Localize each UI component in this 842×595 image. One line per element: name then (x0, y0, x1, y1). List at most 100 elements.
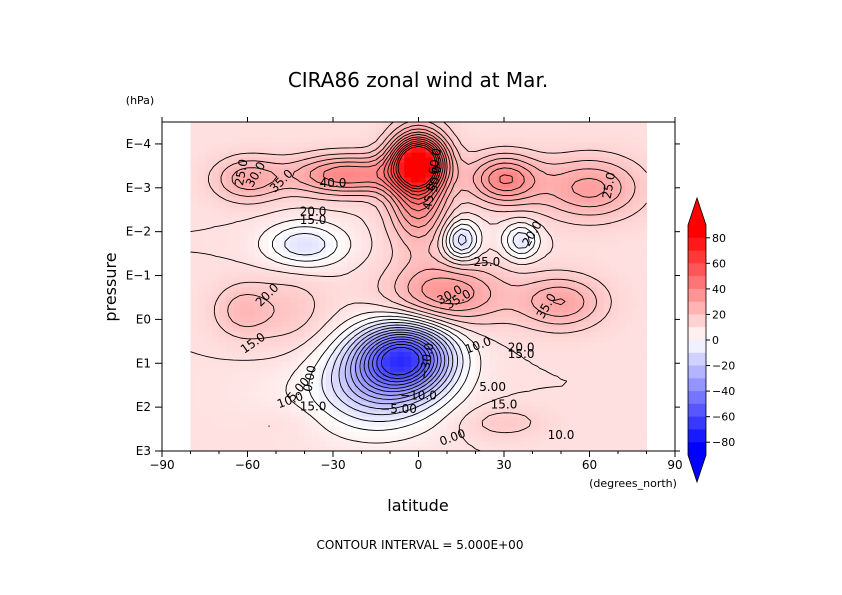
heat-cell (468, 166, 477, 173)
heat-cell (603, 371, 612, 377)
heat-cell (589, 291, 598, 298)
heat-cell (233, 181, 241, 188)
heat-cell (375, 226, 384, 233)
heat-cell (496, 256, 505, 263)
heat-cell (411, 416, 420, 422)
heat-cell (247, 291, 256, 298)
heat-cell (625, 321, 633, 327)
heat-cell (639, 376, 648, 382)
heat-cell (553, 406, 562, 412)
heat-cell (375, 421, 384, 427)
heat-cell (532, 122, 541, 128)
heat-cell (311, 436, 320, 442)
heat-cell (411, 406, 420, 412)
heat-cell (489, 416, 498, 422)
heat-cell (575, 141, 583, 148)
heat-cell (268, 316, 277, 322)
heat-cell (226, 441, 234, 447)
heat-cell (261, 436, 270, 442)
heat-cell (190, 156, 199, 163)
heat-cell (461, 122, 469, 128)
heat-cell (233, 206, 241, 213)
heat-cell (518, 356, 526, 362)
heat-cell (582, 441, 591, 447)
heat-cell (347, 256, 355, 263)
heat-cell (496, 276, 505, 283)
heat-cell (254, 206, 263, 213)
heat-cell (568, 251, 576, 258)
heat-cell (361, 296, 370, 303)
heat-cell (418, 296, 427, 303)
heat-cell (489, 136, 498, 143)
heat-cell (596, 351, 605, 357)
heat-cell (333, 226, 341, 233)
heat-cell (211, 156, 220, 163)
heat-cell (539, 221, 548, 228)
heat-cell (596, 161, 605, 168)
heat-cell (390, 191, 398, 198)
heat-cell (261, 316, 270, 322)
heat-cell (575, 426, 583, 432)
heat-cell (525, 186, 534, 193)
heat-cell (411, 371, 420, 377)
heat-cell (575, 311, 583, 317)
heat-cell (639, 131, 648, 138)
heat-cell (454, 356, 462, 362)
heat-cell (639, 306, 648, 313)
heat-cell (511, 271, 519, 278)
heat-cell (290, 366, 298, 372)
heat-cell (582, 186, 591, 193)
heat-cell (254, 271, 263, 278)
heat-cell (454, 196, 462, 203)
heat-cell (411, 446, 420, 452)
heat-cell (461, 171, 469, 178)
heat-cell (190, 251, 199, 258)
heat-cell (425, 181, 434, 188)
heat-cell (468, 406, 477, 412)
heat-cell (639, 341, 648, 347)
heat-cell (625, 201, 633, 208)
heat-cell (390, 216, 398, 223)
heat-cell (375, 436, 384, 442)
heat-cell (361, 411, 370, 417)
heat-cell (211, 166, 220, 173)
heat-cell (361, 211, 370, 218)
heat-cell (247, 122, 256, 128)
heat-cell (447, 366, 455, 372)
heat-cell (482, 341, 491, 347)
heat-cell (411, 436, 420, 442)
heat-cell (354, 196, 363, 203)
heat-cell (468, 376, 477, 382)
heat-cell (496, 166, 505, 173)
heat-cell (439, 141, 448, 148)
heat-cell (276, 346, 284, 352)
contour-label: −30.0 (416, 342, 436, 381)
heat-cell (603, 191, 612, 198)
heat-cell (290, 191, 298, 198)
heat-cell (475, 406, 484, 412)
heat-cell (283, 291, 291, 298)
heat-cell (340, 221, 348, 228)
heat-cell (375, 126, 384, 133)
heat-cell (268, 136, 277, 143)
heat-cell (596, 381, 605, 387)
heat-cell (475, 171, 484, 178)
heat-cell (468, 411, 477, 417)
heat-cell (325, 201, 334, 208)
heat-cell (411, 441, 420, 447)
heat-cell (283, 256, 291, 263)
heat-cell (461, 151, 469, 158)
heat-cell (568, 191, 576, 198)
heat-cell (561, 221, 569, 228)
heat-cell (240, 391, 249, 397)
heat-cell (461, 321, 469, 327)
heat-cell (397, 231, 405, 238)
heat-cell (504, 166, 512, 173)
heat-cell (632, 421, 640, 427)
heat-cell (254, 396, 263, 402)
heat-cell (204, 246, 213, 253)
heat-cell (247, 371, 256, 377)
heat-cell (532, 446, 541, 452)
heat-cell (632, 401, 640, 407)
heat-cell (247, 246, 256, 253)
